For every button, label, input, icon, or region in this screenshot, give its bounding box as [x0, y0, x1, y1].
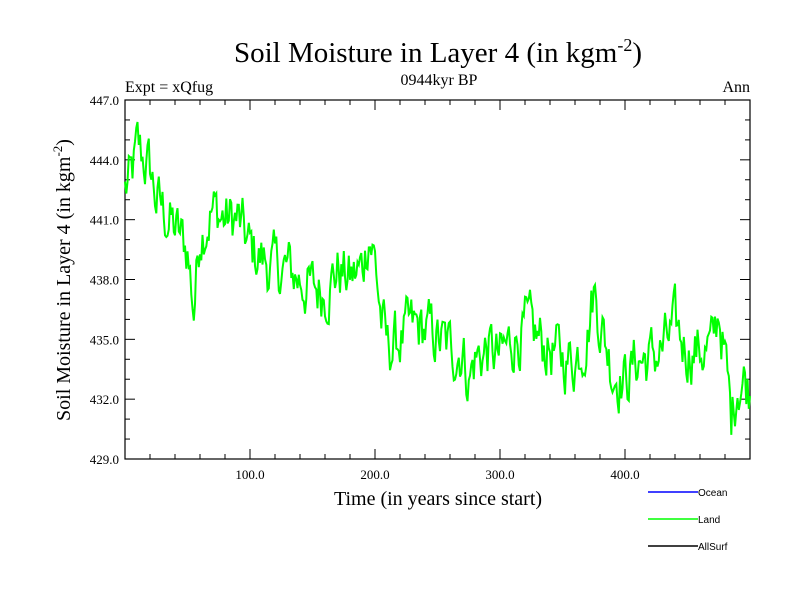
y-tick-label: 432.0: [90, 392, 119, 407]
x-axis-label: Time (in years since start): [334, 488, 542, 510]
x-axis: 100.0 200.0 300.0 400.0: [149, 100, 726, 482]
x-tick-label: 100.0: [235, 467, 264, 482]
legend: Ocean Land AllSurf: [648, 488, 728, 553]
y-tick-label: 444.0: [90, 153, 119, 168]
y-tick-label: 429.0: [90, 452, 119, 467]
x-tick-label: 200.0: [360, 467, 389, 482]
y-axis-label: Soil Moisture in Layer 4 (in kgm-2): [50, 139, 75, 421]
legend-label-allsurf: AllSurf: [698, 542, 728, 553]
y-tick-label: 441.0: [90, 213, 119, 228]
season-label: Ann: [722, 79, 750, 96]
chart-title: Soil Moisture in Layer 4 (in kgm-2): [234, 35, 642, 69]
legend-label-land: Land: [698, 515, 720, 526]
plot-frame: [124, 99, 751, 460]
legend-label-ocean: Ocean: [698, 488, 727, 499]
chart-subtitle: 0944kyr BP: [401, 72, 478, 89]
y-tick-label: 447.0: [90, 93, 119, 108]
plot-area: 429.0 432.0 435.0 438.0 441.0 444.0 447.0 100.…: [90, 93, 751, 482]
y-tick-label: 438.0: [90, 273, 119, 288]
x-tick-label: 400.0: [610, 467, 639, 482]
y-tick-label: 435.0: [90, 332, 119, 347]
x-tick-label: 300.0: [485, 467, 514, 482]
land-series-line: [124, 121, 751, 435]
y-axis: 429.0 432.0 435.0 438.0 441.0 444.0 447.0: [90, 93, 750, 467]
experiment-label: Expt = xQfug: [125, 79, 213, 96]
